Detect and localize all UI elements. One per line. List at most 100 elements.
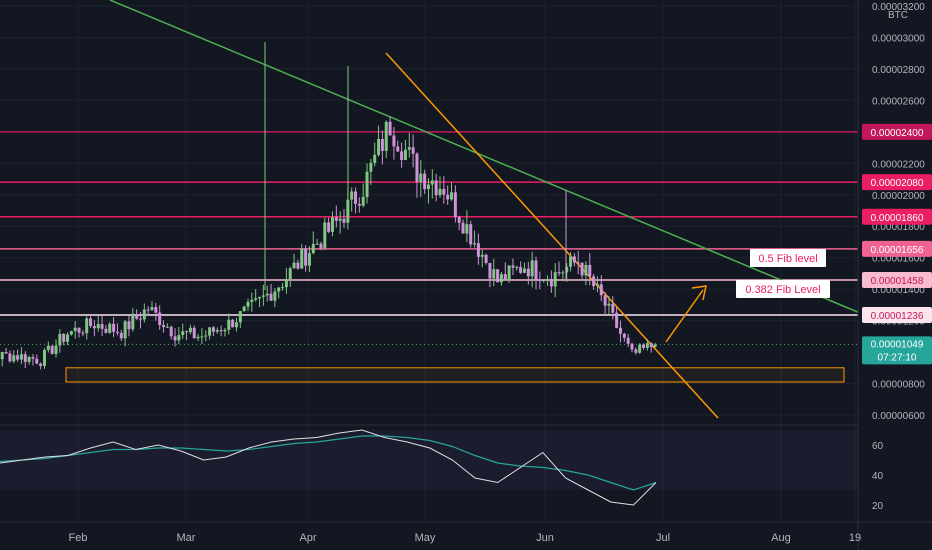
candle-body [403, 149, 407, 160]
candle-body [242, 306, 246, 312]
candle-body [546, 279, 550, 281]
candle-body [457, 217, 461, 223]
candle-body [595, 284, 599, 287]
candle-body [192, 327, 196, 339]
candle-body [50, 345, 54, 354]
rsi-panel [0, 424, 858, 506]
candle-body [16, 355, 20, 360]
candle-body [311, 243, 315, 254]
time-tick-label: Apr [299, 532, 316, 544]
candle-body [580, 262, 584, 276]
price-tick-label: 0.00001800 [872, 222, 925, 233]
candle-body [438, 188, 442, 196]
candle-body [69, 331, 73, 335]
candle-body [150, 307, 154, 310]
level-label-bg [862, 174, 932, 191]
candle-body [473, 243, 477, 245]
candle-body [461, 222, 465, 234]
candle-body [112, 323, 116, 332]
candle-body [361, 196, 365, 206]
candle-body [92, 326, 96, 329]
price-tick-label: 0.00002800 [872, 65, 925, 76]
candle-body [131, 315, 135, 330]
level-label: 0.00001860 [871, 213, 924, 224]
candle-body [77, 327, 81, 333]
candle-body [496, 269, 500, 283]
time-axis[interactable]: Feb Mar Apr May Jun Jul Aug 19 [0, 521, 932, 544]
last-price-label-bg [862, 336, 932, 365]
candle-body [400, 151, 404, 160]
candle-body [576, 262, 580, 264]
candle-body [342, 218, 346, 223]
candle-body [423, 173, 427, 190]
time-tick-label: Feb [69, 532, 88, 544]
price-tick-label: 0.00000600 [872, 411, 925, 422]
trendlines [109, 0, 861, 419]
candle-body [530, 260, 534, 277]
candle-body [254, 298, 258, 300]
candle-body [4, 352, 8, 354]
candle-body [277, 287, 281, 292]
candle-body [231, 319, 235, 328]
price-tick-label: 0.00002200 [872, 159, 925, 170]
candle-body [162, 325, 166, 328]
candle-body [35, 358, 39, 364]
candle-body [638, 344, 642, 353]
candle-body [196, 336, 200, 339]
candle-body [392, 135, 396, 147]
candle-body [553, 272, 557, 287]
price-axis[interactable]: 0.00003200 0.00003000 0.00002800 0.00002600… [857, 0, 932, 550]
level-label: 0.00002080 [871, 178, 924, 189]
candle-body [115, 331, 119, 333]
arrow-head [691, 285, 707, 301]
candle-body [607, 303, 611, 306]
candle-body [549, 279, 553, 287]
candle-body [66, 334, 70, 342]
candle-body [499, 274, 503, 283]
candle-body [369, 162, 373, 172]
candle-body [104, 328, 108, 333]
candle-body [269, 293, 273, 301]
annotation-bg [736, 280, 830, 298]
time-tick-label: Mar [177, 532, 196, 544]
candle-body [653, 344, 657, 348]
candle-body [396, 146, 400, 152]
candle-body [8, 353, 12, 362]
candle-body [511, 265, 515, 268]
candle-body [377, 139, 381, 155]
candle-body [534, 260, 538, 280]
orange-trendline [385, 52, 719, 419]
candle-body [411, 147, 415, 154]
candle-body [39, 363, 43, 366]
candle-body [630, 343, 634, 350]
candle-body [234, 322, 238, 328]
candle-body [319, 243, 323, 249]
candle-body [304, 248, 308, 266]
candle-body [557, 272, 561, 274]
candle-body [407, 147, 411, 150]
level-label: 0.00001236 [871, 311, 924, 322]
candle-body [572, 256, 576, 263]
candle-body [281, 287, 285, 289]
candle-body [592, 276, 596, 287]
price-tick-label: 0.00001600 [872, 254, 925, 265]
candle-body [273, 291, 277, 301]
candle-body [484, 254, 488, 263]
candle-body [569, 256, 573, 267]
price-tick-label: 0.00002600 [872, 96, 925, 107]
candle-body [173, 336, 177, 341]
candle-body [265, 293, 269, 296]
price-tick-label: 0.00001400 [872, 285, 925, 296]
candle-body [185, 331, 189, 333]
price-tick-label: 0.00003000 [872, 33, 925, 44]
annotations: 0.5 Fib level 0.382 Fib Level [665, 249, 830, 343]
candle-body [19, 354, 23, 360]
time-tick-label: 19 [849, 532, 861, 544]
candle-body [165, 326, 169, 328]
level-label: 0.00001458 [871, 276, 924, 287]
candle-body [211, 327, 215, 332]
candle-body [603, 295, 607, 306]
candle-body [488, 262, 492, 279]
